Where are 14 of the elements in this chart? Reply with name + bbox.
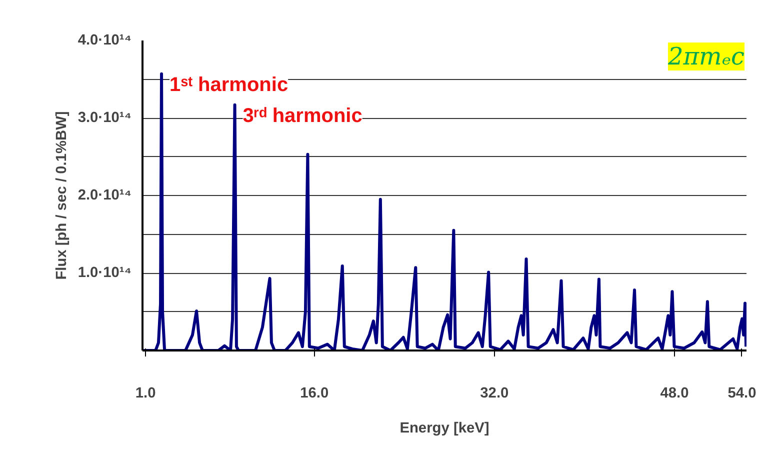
x-tick-label: 54.0 — [728, 386, 756, 402]
annotation: 3ʳᵈ harmonic — [242, 104, 362, 127]
y-axis-title: Flux [ph / sec / 0.1%BW] — [54, 111, 70, 280]
y-tick-label: 2.0·10¹⁴ — [78, 188, 132, 204]
annotation: 1ˢᵗ harmonic — [170, 74, 288, 96]
y-tick-label: 3.0·10¹⁴ — [78, 110, 132, 126]
x-tick-label: 16.0 — [300, 386, 329, 402]
x-tick-label: 1.0 — [135, 386, 156, 402]
x-tick-label: 48.0 — [660, 386, 689, 402]
annotation: 2πmₑc — [666, 42, 745, 70]
x-axis-title: Energy [keV] — [400, 420, 490, 436]
x-tick-label: 32.0 — [480, 386, 509, 402]
y-tick-label: 4.0·10¹⁴ — [78, 32, 132, 48]
y-tick-label: 1.0·10¹⁴ — [78, 265, 132, 281]
